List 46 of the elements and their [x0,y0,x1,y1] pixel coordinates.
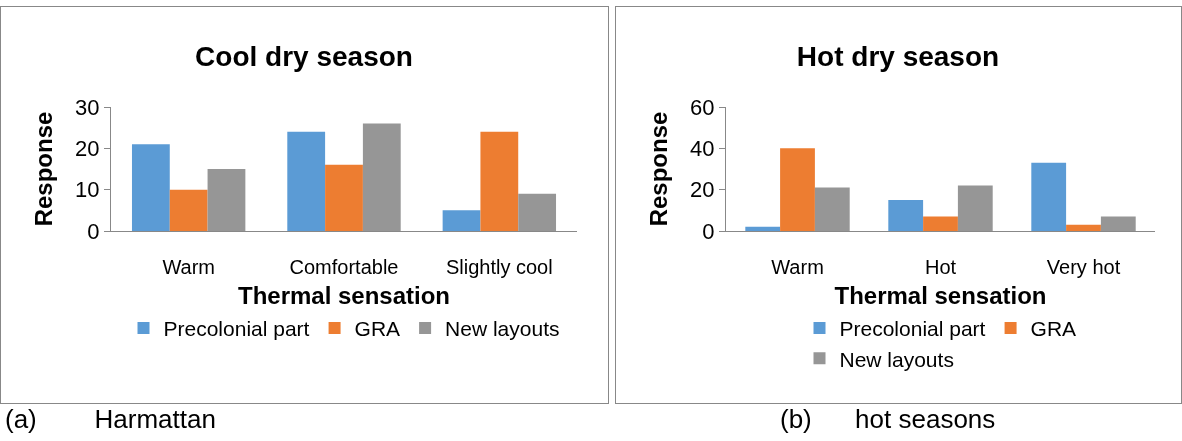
bar [780,148,815,231]
x-tick-label: Slightly cool [445,256,553,278]
bar [888,200,924,231]
bar [1066,224,1101,231]
bar [1100,216,1136,231]
x-tick-label: Warm [162,256,215,278]
chart-title: Cool dry season [195,41,413,72]
legend-label: Precolonial part [163,317,310,341]
legend-label: GRA [1030,317,1077,341]
text: (a) Harmattan [5,404,216,435]
bar [442,210,481,231]
y-tick-label: 0 [87,218,100,244]
y-axis-title: Response [30,111,58,227]
legend-label: GRA [354,317,401,341]
text: (b) hot seasons [780,404,996,435]
bar [1031,162,1067,231]
bar [362,123,401,231]
y-tick-label: 30 [75,94,100,120]
x-tick-label: Warm [771,256,824,278]
x-tick-label: Comfortable [289,256,399,278]
y-tick-label: 10 [75,177,100,203]
bar [131,144,170,231]
bar [518,193,557,231]
bar [814,187,850,231]
y-tick-label: 60 [690,94,715,120]
bar [745,226,781,231]
x-axis-title: Thermal sensation [834,282,1047,310]
bar [325,164,363,231]
bar [480,131,519,231]
y-tick-label: 40 [690,136,715,162]
bar [957,185,993,231]
y-tick-label: 0 [702,218,715,244]
legend-label: New layouts [839,347,954,371]
bar [169,189,208,231]
legend-label: Precolonial part [839,317,986,341]
legend-label: New layouts [445,317,560,341]
bar [287,131,326,231]
x-tick-label: Hot [924,256,957,278]
bar [923,216,958,231]
bar [207,169,246,231]
x-axis-title: Thermal sensation [237,282,451,310]
y-axis-title: Response [645,111,673,227]
y-tick-label: 20 [690,177,715,203]
x-tick-label: Very hot [1046,256,1121,278]
y-tick-label: 20 [75,136,100,162]
chart-title: Hot dry season [796,41,1000,72]
